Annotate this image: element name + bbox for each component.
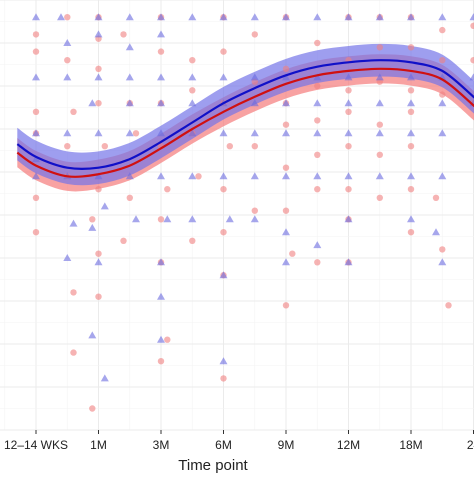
data-point-circle bbox=[345, 87, 351, 93]
data-point-circle bbox=[283, 302, 289, 308]
data-point-circle bbox=[289, 251, 295, 257]
data-point-circle bbox=[164, 186, 170, 192]
data-point-circle bbox=[227, 143, 233, 149]
data-point-circle bbox=[408, 229, 414, 235]
data-point-circle bbox=[33, 195, 39, 201]
data-point-circle bbox=[377, 122, 383, 128]
data-point-circle bbox=[345, 143, 351, 149]
data-point-circle bbox=[252, 208, 258, 214]
data-point-circle bbox=[377, 44, 383, 50]
data-point-circle bbox=[120, 31, 126, 37]
data-point-circle bbox=[89, 405, 95, 411]
data-point-circle bbox=[220, 229, 226, 235]
data-point-circle bbox=[408, 109, 414, 115]
data-point-circle bbox=[439, 246, 445, 252]
x-tick-label: 24 bbox=[467, 438, 474, 452]
data-point-circle bbox=[164, 337, 170, 343]
data-point-circle bbox=[33, 48, 39, 54]
data-point-circle bbox=[70, 109, 76, 115]
data-point-circle bbox=[189, 238, 195, 244]
x-tick-label: 12–14 WKS bbox=[4, 438, 68, 452]
x-tick-label: 6M bbox=[215, 438, 232, 452]
data-point-circle bbox=[314, 186, 320, 192]
x-tick-label: 12M bbox=[337, 438, 360, 452]
data-point-circle bbox=[439, 27, 445, 33]
data-point-circle bbox=[95, 294, 101, 300]
data-point-circle bbox=[102, 143, 108, 149]
data-point-circle bbox=[220, 48, 226, 54]
data-point-circle bbox=[314, 152, 320, 158]
data-point-circle bbox=[195, 173, 201, 179]
data-point-circle bbox=[377, 152, 383, 158]
data-point-circle bbox=[252, 31, 258, 37]
data-point-circle bbox=[95, 66, 101, 72]
data-point-circle bbox=[127, 195, 133, 201]
data-point-circle bbox=[220, 375, 226, 381]
data-point-circle bbox=[120, 238, 126, 244]
data-point-circle bbox=[33, 31, 39, 37]
data-point-circle bbox=[95, 186, 101, 192]
data-point-circle bbox=[445, 302, 451, 308]
data-point-circle bbox=[377, 195, 383, 201]
data-point-circle bbox=[158, 358, 164, 364]
data-point-circle bbox=[408, 143, 414, 149]
data-point-circle bbox=[283, 208, 289, 214]
data-point-circle bbox=[283, 165, 289, 171]
x-tick-label: 9M bbox=[278, 438, 295, 452]
data-point-circle bbox=[439, 91, 445, 97]
data-point-circle bbox=[314, 117, 320, 123]
data-point-circle bbox=[70, 289, 76, 295]
data-point-circle bbox=[408, 186, 414, 192]
x-tick-label: 18M bbox=[399, 438, 422, 452]
data-point-circle bbox=[252, 143, 258, 149]
data-point-circle bbox=[345, 109, 351, 115]
data-point-circle bbox=[283, 66, 289, 72]
data-point-circle bbox=[314, 83, 320, 89]
data-point-circle bbox=[64, 57, 70, 63]
data-point-circle bbox=[283, 122, 289, 128]
data-point-circle bbox=[70, 349, 76, 355]
x-axis-title: Time point bbox=[178, 457, 248, 474]
data-point-circle bbox=[314, 259, 320, 265]
data-point-circle bbox=[158, 48, 164, 54]
data-point-circle bbox=[189, 57, 195, 63]
data-point-circle bbox=[345, 186, 351, 192]
data-point-circle bbox=[95, 100, 101, 106]
data-point-circle bbox=[95, 251, 101, 257]
data-point-circle bbox=[33, 229, 39, 235]
x-tick-label: 3M bbox=[153, 438, 170, 452]
x-tick-label: 1M bbox=[90, 438, 107, 452]
data-point-circle bbox=[220, 186, 226, 192]
data-point-circle bbox=[64, 143, 70, 149]
data-point-circle bbox=[89, 216, 95, 222]
data-point-circle bbox=[133, 130, 139, 136]
data-point-circle bbox=[33, 109, 39, 115]
data-point-circle bbox=[64, 14, 70, 20]
data-point-circle bbox=[314, 40, 320, 46]
data-point-circle bbox=[408, 87, 414, 93]
data-point-circle bbox=[408, 44, 414, 50]
data-point-circle bbox=[189, 87, 195, 93]
data-point-circle bbox=[433, 195, 439, 201]
data-point-circle bbox=[439, 57, 445, 63]
data-point-circle bbox=[158, 216, 164, 222]
